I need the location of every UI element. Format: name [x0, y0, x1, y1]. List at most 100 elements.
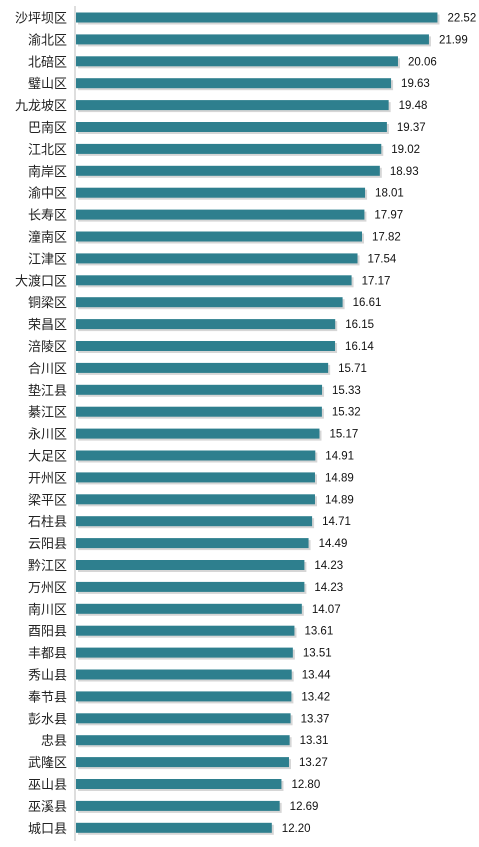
- bar: [76, 647, 293, 658]
- value-label: 21.99: [439, 34, 468, 46]
- value-label: 19.02: [391, 144, 420, 156]
- category-label: 云阳县: [28, 537, 67, 552]
- bar: [76, 428, 320, 439]
- value-label: 16.61: [353, 297, 382, 309]
- bar: [76, 297, 343, 308]
- category-label: 长寿区: [28, 209, 67, 224]
- value-label: 19.63: [401, 78, 430, 90]
- bar: [76, 34, 429, 45]
- category-label: 巫溪县: [28, 800, 67, 815]
- value-label: 15.71: [338, 363, 367, 375]
- bar: [76, 100, 389, 111]
- bar: [76, 209, 365, 220]
- bar-row: 南岸区 18.93: [28, 164, 419, 180]
- value-label: 15.17: [329, 429, 358, 441]
- bar: [76, 275, 352, 286]
- bar: [76, 143, 382, 154]
- bar: [76, 669, 292, 680]
- category-label: 城口县: [28, 822, 67, 837]
- category-label: 永川区: [28, 428, 67, 443]
- bar-row: 合川区 15.71: [28, 362, 367, 377]
- value-label: 13.51: [303, 648, 332, 660]
- category-label: 酉阳县: [28, 625, 67, 640]
- bar-row: 黔江区 14.23: [28, 559, 343, 574]
- value-label: 13.61: [304, 626, 333, 638]
- category-label: 江北区: [28, 143, 67, 158]
- value-label: 14.91: [325, 451, 354, 463]
- bar: [76, 231, 363, 242]
- bar-row: 璧山区 19.63: [28, 76, 430, 92]
- value-label: 15.33: [332, 385, 361, 397]
- category-label: 奉节县: [28, 690, 67, 705]
- bar: [76, 165, 380, 176]
- bar-row: 石柱县 14.71: [28, 515, 351, 530]
- bar-row: 彭水县 13.37: [28, 712, 329, 727]
- bar-row: 垫江县 15.33: [28, 383, 361, 399]
- category-label: 万州区: [28, 581, 67, 596]
- value-label: 13.27: [299, 757, 328, 769]
- bar-row: 荣昌区 16.15: [28, 318, 374, 333]
- category-label: 武隆区: [28, 756, 67, 771]
- category-label: 巫山县: [28, 778, 67, 793]
- value-label: 17.54: [368, 253, 397, 265]
- category-label: 开州区: [28, 471, 67, 486]
- category-label: 九龙坡区: [15, 99, 67, 114]
- category-label: 垫江县: [28, 383, 67, 399]
- category-label: 潼南区: [28, 230, 67, 246]
- bar-row: 江北区 19.02: [28, 143, 420, 158]
- bar-row: 武隆区 13.27: [28, 756, 328, 771]
- bar: [76, 800, 280, 811]
- category-label: 丰都县: [28, 647, 67, 662]
- bar-row: 渝北区 21.99: [28, 32, 468, 48]
- value-label: 14.07: [312, 604, 341, 616]
- category-label: 沙坪坝区: [15, 12, 67, 27]
- bar: [76, 362, 329, 373]
- bar-row: 奉节县 13.42: [28, 690, 330, 705]
- bar-row: 江津区 17.54: [28, 252, 397, 267]
- value-label: 17.82: [372, 232, 401, 244]
- bar: [76, 691, 292, 702]
- value-label: 14.49: [319, 538, 348, 550]
- bar-row: 巴南区 19.37: [28, 120, 426, 136]
- bar-row: 渝中区 18.01: [28, 186, 404, 202]
- category-label: 渝中区: [28, 186, 67, 202]
- bar: [76, 56, 398, 67]
- bar: [76, 494, 315, 505]
- bar: [76, 450, 316, 461]
- value-label: 14.89: [325, 472, 354, 484]
- bar: [76, 779, 282, 789]
- category-label: 江津区: [28, 252, 67, 267]
- bar-row: 北碚区 20.06: [28, 55, 437, 70]
- bar: [76, 581, 305, 592]
- bar-row: 酉阳县 13.61: [28, 625, 333, 640]
- bar-row: 大渡口区 17.17: [15, 273, 390, 289]
- bar: [76, 560, 305, 570]
- category-label: 大足区: [28, 450, 67, 465]
- category-label: 南岸区: [28, 164, 67, 180]
- bar-row: 綦江区 15.32: [28, 406, 361, 421]
- value-label: 12.69: [290, 801, 319, 813]
- bar: [76, 538, 309, 549]
- category-label: 南川区: [28, 602, 67, 618]
- bar: [76, 384, 323, 395]
- value-label: 22.52: [447, 13, 476, 25]
- value-label: 18.93: [390, 166, 419, 178]
- category-label: 铜梁区: [28, 296, 67, 311]
- value-label: 20.06: [408, 56, 437, 68]
- bar-row: 丰都县 13.51: [28, 647, 332, 662]
- value-label: 16.14: [345, 341, 374, 353]
- bar-row: 沙坪坝区 22.52: [15, 12, 476, 27]
- bar: [76, 472, 315, 483]
- bar: [76, 187, 366, 198]
- bar-row: 开州区 14.89: [28, 471, 354, 486]
- bar: [76, 516, 313, 527]
- category-label: 彭水县: [28, 712, 67, 727]
- bar: [76, 735, 290, 746]
- bar: [76, 78, 392, 89]
- bar-row: 巫溪县 12.69: [28, 800, 318, 815]
- bar-row: 九龙坡区 19.48: [15, 99, 427, 114]
- bar-row: 南川区 14.07: [28, 602, 341, 618]
- category-label: 秀山县: [28, 669, 67, 684]
- bar-row: 涪陵区 16.14: [28, 340, 374, 355]
- category-label: 大渡口区: [15, 273, 67, 289]
